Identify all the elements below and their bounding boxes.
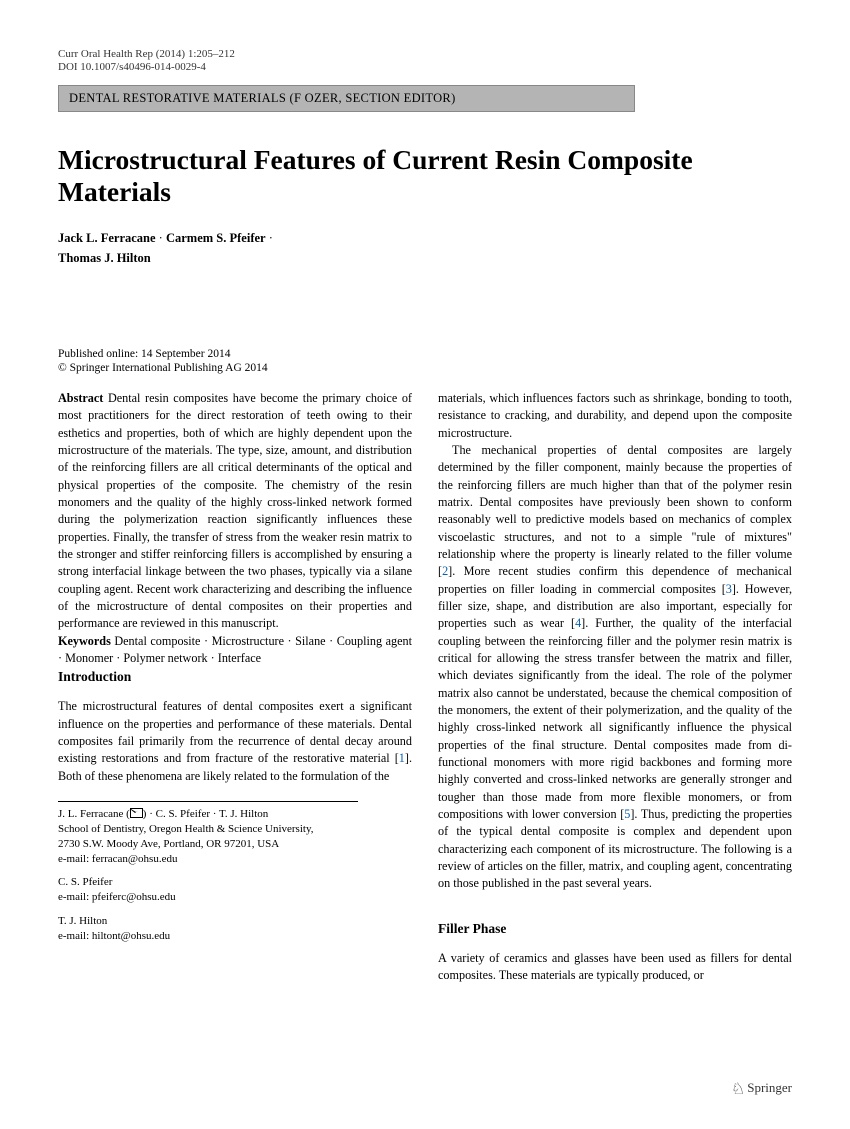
- introduction-heading: Introduction: [58, 667, 412, 686]
- running-head: Curr Oral Health Rep (2014) 1:205–212: [58, 48, 792, 60]
- author-affil-2: C. S. Pfeifer e-mail: pfeiferc@ohsu.edu: [58, 875, 358, 905]
- author-3: Thomas J. Hilton: [58, 251, 151, 265]
- intro-paragraph: The microstructural features of dental c…: [58, 698, 412, 785]
- doi: DOI 10.1007/s40496-014-0029-4: [58, 61, 792, 73]
- abstract-text: Dental resin composites have become the …: [58, 391, 412, 630]
- keywords-label: Keywords: [58, 634, 111, 648]
- copyright: © Springer International Publishing AG 2…: [58, 362, 792, 374]
- publisher-logo: ♘Springer: [731, 1079, 792, 1099]
- published-online: Published online: 14 September 2014: [58, 348, 792, 360]
- email-pfeifer: e-mail: pfeiferc@ohsu.edu: [58, 891, 176, 903]
- filler-p1: A variety of ceramics and glasses have b…: [438, 950, 792, 985]
- keywords: Keywords Dental composite · Microstructu…: [58, 633, 412, 668]
- keywords-text: Dental composite · Microstructure · Sila…: [58, 634, 412, 665]
- page: Curr Oral Health Rep (2014) 1:205–212 DO…: [0, 0, 850, 1129]
- springer-horse-icon: ♘: [731, 1079, 745, 1099]
- email-hilton: e-mail: hiltont@ohsu.edu: [58, 930, 170, 942]
- affiliation-block: J. L. Ferracane () · C. S. Pfeifer · T. …: [58, 801, 358, 944]
- author-list: Jack L. Ferracane · Carmem S. Pfeifer · …: [58, 229, 792, 268]
- two-column-body: Abstract Dental resin composites have be…: [58, 390, 792, 984]
- right-column: materials, which influences factors such…: [438, 390, 792, 984]
- abstract: Abstract Dental resin composites have be…: [58, 390, 412, 633]
- abstract-label: Abstract: [58, 391, 103, 405]
- publisher-name: Springer: [747, 1080, 792, 1095]
- corresponding-author: J. L. Ferracane () · C. S. Pfeifer · T. …: [58, 807, 358, 866]
- author-2: Carmem S. Pfeifer: [166, 231, 266, 245]
- col2-p1: materials, which influences factors such…: [438, 390, 792, 442]
- section-banner: DENTAL RESTORATIVE MATERIALS (F OZER, SE…: [58, 85, 635, 112]
- mail-icon: [130, 808, 143, 818]
- article-title: Microstructural Features of Current Resi…: [58, 144, 792, 207]
- author-affil-3: T. J. Hilton e-mail: hiltont@ohsu.edu: [58, 914, 358, 944]
- col2-p2: The mechanical properties of dental comp…: [438, 442, 792, 893]
- left-column: Abstract Dental resin composites have be…: [58, 390, 412, 984]
- author-1: Jack L. Ferracane: [58, 231, 156, 245]
- email-ferracane: e-mail: ferracan@ohsu.edu: [58, 853, 177, 865]
- filler-phase-heading: Filler Phase: [438, 919, 792, 938]
